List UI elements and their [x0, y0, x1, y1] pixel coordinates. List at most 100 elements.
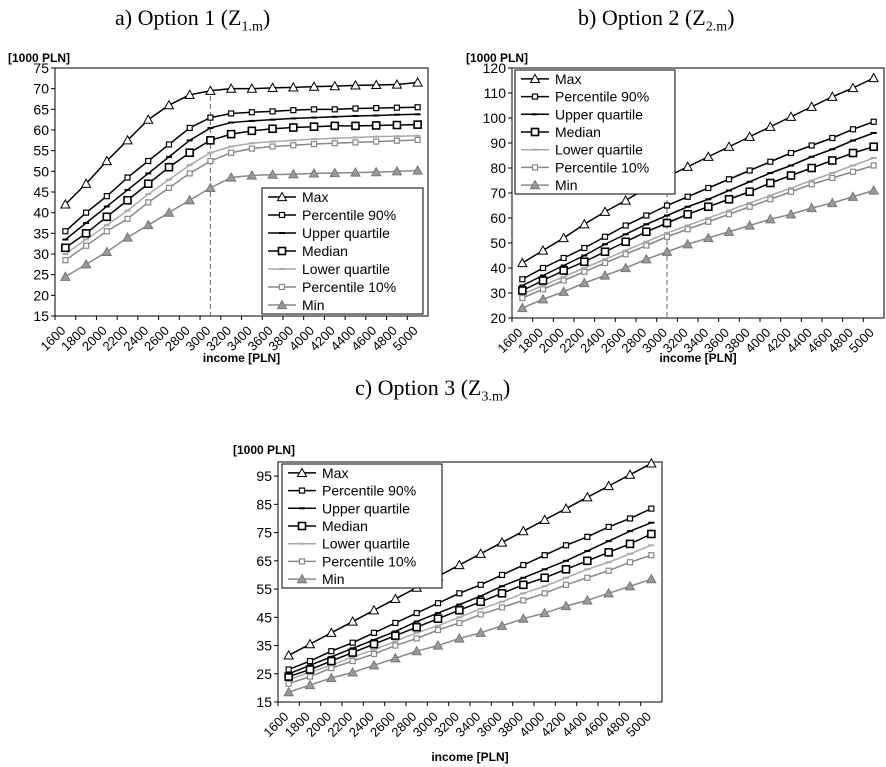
data-point [392, 619, 399, 627]
data-point [350, 79, 361, 90]
data-point [475, 548, 487, 558]
data-point [369, 639, 379, 649]
x-axis-title: income [PLN] [659, 351, 736, 365]
data-point [682, 161, 694, 171]
legend-label: Percentile 90% [555, 89, 649, 105]
data-point [604, 548, 613, 557]
data-point [287, 81, 299, 92]
data-point [848, 148, 858, 158]
data-point [621, 237, 630, 247]
data-point [305, 665, 315, 674]
y-tick-label: 70 [490, 185, 506, 201]
data-point [164, 162, 174, 172]
data-point [432, 639, 444, 650]
data-point [558, 232, 570, 243]
series-line [64, 106, 418, 232]
y-tick-label: 85 [256, 496, 272, 512]
legend: Max Percentile 90%Upper quartile Median Low… [281, 463, 443, 589]
data-point [625, 539, 635, 549]
series-max [60, 76, 423, 209]
data-point [746, 167, 753, 174]
series-median [284, 529, 656, 681]
data-point [143, 179, 153, 189]
data-point [826, 197, 838, 208]
data-point [247, 126, 257, 136]
y-tick-label: 55 [256, 581, 272, 597]
data-point [60, 198, 71, 209]
data-point [205, 85, 216, 95]
legend-label: Percentile 10% [322, 553, 416, 569]
data-point [248, 109, 255, 116]
data-point [562, 581, 570, 588]
data-point [581, 268, 588, 275]
data-point [347, 615, 359, 626]
data-point [541, 590, 548, 597]
data-point [434, 600, 442, 607]
legend-label: Percentile 90% [302, 207, 396, 223]
legend-label: Min [555, 177, 578, 193]
data-point [413, 635, 420, 642]
data-point [787, 188, 795, 195]
y-tick-label: 70 [33, 81, 49, 97]
x-axis-title: income [PLN] [203, 351, 280, 365]
data-point [705, 184, 712, 192]
y-tick-label: 40 [33, 205, 49, 221]
data-point [744, 219, 756, 230]
y-tick-label: 45 [33, 184, 49, 200]
data-point [165, 141, 173, 148]
y-tick-label: 30 [33, 246, 49, 262]
data-point [412, 164, 423, 175]
legend-label: Min [302, 297, 325, 313]
series-min [516, 184, 880, 313]
series-upper-quartile [519, 132, 877, 287]
y-tick-label: 55 [33, 143, 49, 159]
data-point [308, 167, 320, 178]
data-point [725, 211, 733, 218]
data-point [207, 114, 214, 121]
legend-marker [529, 179, 541, 190]
data-point [538, 276, 548, 285]
legend-label: Median [302, 243, 348, 259]
data-point [519, 276, 526, 283]
legend-marker [277, 246, 287, 256]
data-point [702, 232, 714, 243]
data-point [186, 170, 193, 177]
data-point [829, 174, 836, 182]
data-point [624, 469, 636, 479]
series-max [516, 72, 880, 268]
data-point [163, 99, 175, 110]
y-tick-label: 50 [33, 163, 49, 179]
data-point [456, 590, 463, 597]
data-point [393, 137, 401, 144]
legend: Max Percentile 90%Upper quartile Median Low… [514, 69, 676, 195]
y-tick-label: 60 [490, 210, 506, 226]
data-point [290, 107, 297, 114]
data-point [767, 158, 774, 165]
data-point [520, 597, 527, 604]
y-tick-label: 35 [33, 225, 49, 241]
panel-b-title: b) Option 2 (Z2.m) [578, 5, 735, 35]
data-point [453, 559, 465, 570]
data-point [351, 121, 360, 131]
x-tick-label: 5000 [846, 325, 877, 356]
data-point [648, 505, 655, 512]
data-point [433, 614, 443, 624]
data-point [477, 581, 484, 588]
data-point [456, 619, 463, 627]
data-point [145, 199, 152, 206]
data-point [226, 129, 236, 139]
data-point [352, 105, 359, 112]
data-point [186, 124, 193, 132]
data-point [373, 104, 380, 112]
data-point [412, 76, 423, 87]
series-line [288, 544, 652, 681]
data-point [764, 121, 776, 131]
data-point [744, 131, 756, 141]
data-point [620, 194, 632, 205]
data-point [412, 622, 421, 632]
data-point [269, 143, 276, 150]
data-point [519, 294, 526, 302]
data-point [267, 82, 278, 92]
data-point [246, 169, 258, 180]
